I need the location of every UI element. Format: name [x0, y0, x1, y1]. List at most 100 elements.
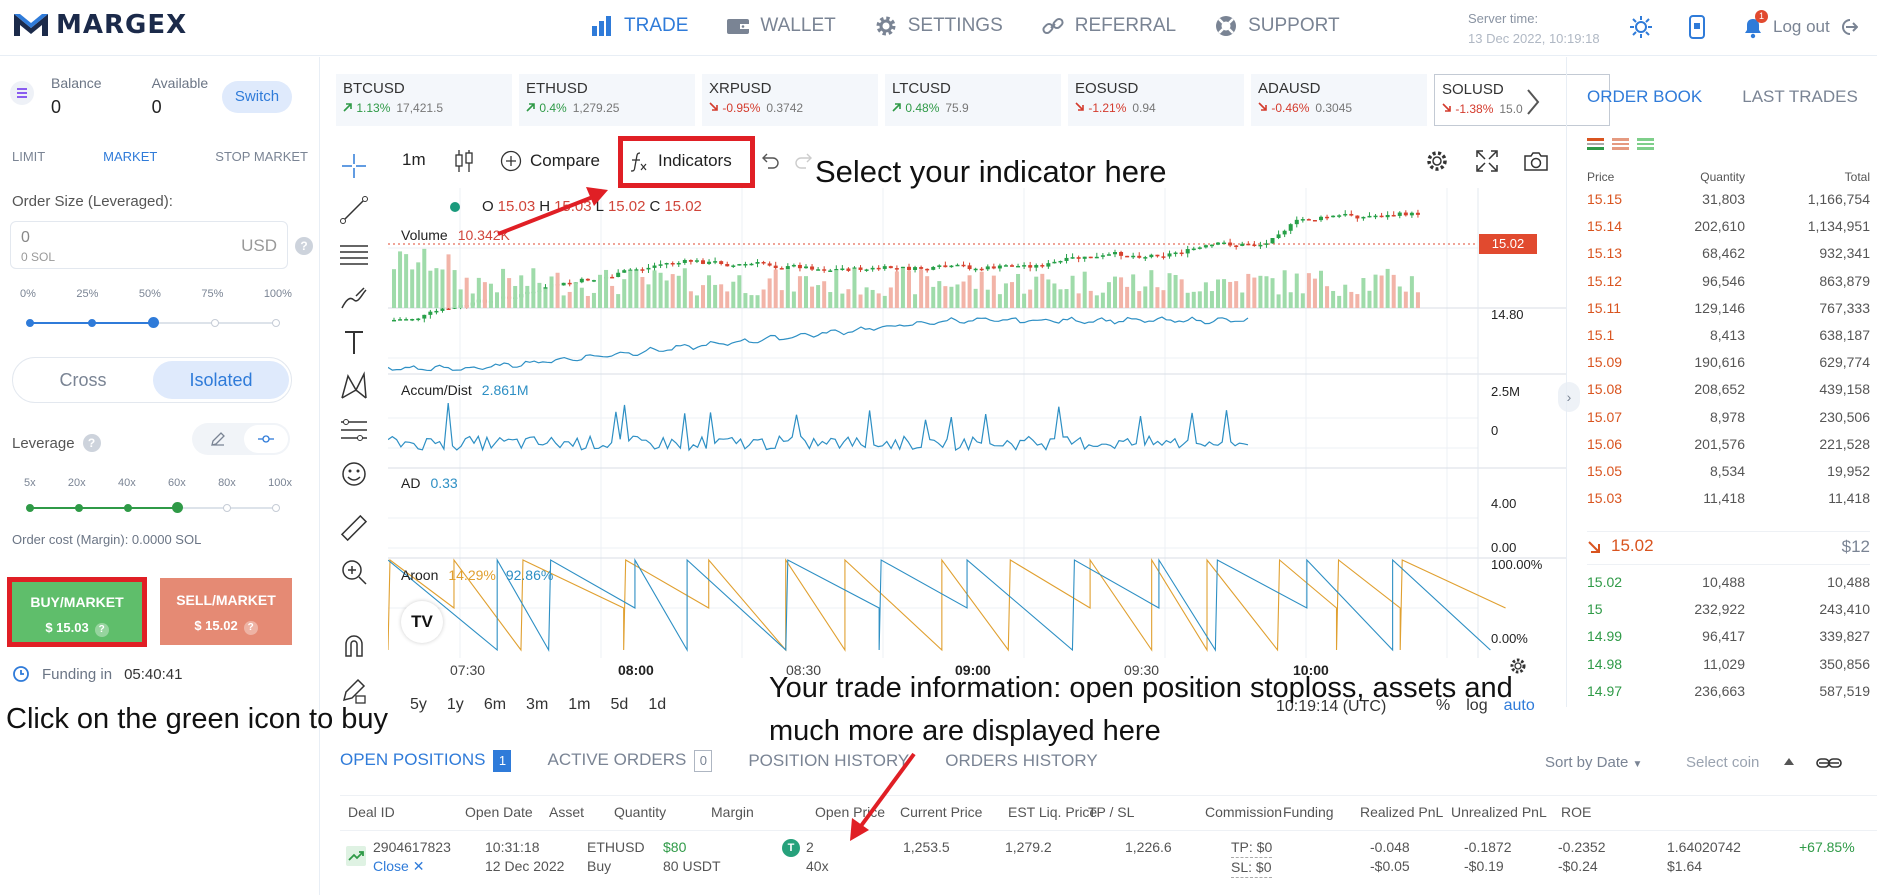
ticker-eosusd[interactable]: EOSUSD -1.21% 0.94 — [1068, 74, 1244, 126]
orderbook-row[interactable]: 15.08 208,652 439,158 — [1587, 381, 1870, 398]
buy-help-icon[interactable]: ? — [94, 623, 109, 637]
tradingview-logo[interactable]: TV — [401, 601, 443, 643]
timeframe-button[interactable]: 1m — [402, 150, 426, 169]
logout-button[interactable]: Log out — [1773, 17, 1858, 37]
compare-button[interactable]: Compare — [500, 150, 600, 172]
cross-button[interactable]: Cross — [59, 370, 107, 390]
column-header[interactable]: TP / SL — [1088, 804, 1135, 820]
column-header[interactable]: ROE — [1561, 804, 1592, 820]
ticker-adausd[interactable]: ADAUSD -0.46% 0.3045 — [1251, 74, 1427, 126]
orderbook-row[interactable]: 14.98 11,029 350,856 — [1587, 655, 1870, 672]
select-coin-dropdown[interactable]: Select coin — [1686, 754, 1760, 771]
slider-stop[interactable] — [272, 504, 280, 512]
trend-line-icon[interactable] — [338, 194, 370, 226]
tab-market[interactable]: MARKET — [103, 149, 158, 164]
orderbook-row[interactable]: 14.99 96,417 339,827 — [1587, 628, 1870, 645]
slider-stop[interactable] — [75, 504, 84, 512]
sell-market-button[interactable]: SELL/MARKET $ 15.02? — [160, 578, 292, 645]
column-header[interactable]: Open Date — [465, 804, 533, 820]
fullscreen-icon[interactable] — [1474, 148, 1500, 174]
slider-stop[interactable] — [124, 504, 133, 512]
axis-settings-icon[interactable] — [1508, 656, 1528, 676]
ticker-ethusd[interactable]: ETHUSD 0.4% 1,279.25 — [519, 74, 695, 126]
slider-stop[interactable] — [147, 317, 159, 328]
sell-help-icon[interactable]: ? — [243, 621, 258, 635]
prediction-tool-icon[interactable] — [338, 414, 370, 446]
column-header[interactable]: Realized PnL — [1360, 804, 1444, 820]
close-position-button[interactable]: Close ✕ — [373, 858, 425, 874]
slider-stop[interactable] — [172, 502, 184, 513]
fib-lines-icon[interactable] — [338, 238, 370, 270]
nav-trade[interactable]: TRADE — [590, 14, 688, 38]
brush-icon[interactable] — [338, 282, 370, 314]
slider-mode-button[interactable] — [244, 425, 288, 453]
orderbook-row[interactable]: 15.1 8,413 638,187 — [1587, 326, 1870, 343]
theme-sun-icon[interactable] — [1628, 14, 1654, 40]
column-header[interactable]: EST Liq. Price — [1008, 804, 1098, 820]
pencil-icon[interactable] — [210, 431, 226, 447]
lock-drawing-icon[interactable] — [338, 674, 370, 706]
pattern-tool-icon[interactable] — [338, 370, 370, 402]
sort-by-dropdown[interactable]: Sort by Date ▼ — [1545, 754, 1643, 771]
ruler-icon[interactable] — [338, 512, 370, 544]
leverage-help-icon[interactable]: ? — [82, 434, 101, 452]
slider-stop[interactable] — [210, 319, 219, 327]
price-chart[interactable]: O 15.03 H 15.03 L 15.02 C 15.02 Volume 10.342… — [388, 188, 1566, 698]
slider-stop[interactable] — [26, 319, 34, 327]
tab-position-history[interactable]: POSITION HISTORY — [748, 751, 910, 770]
orderbook-row[interactable]: 15.12 96,546 863,879 — [1587, 272, 1870, 289]
collapse-panel-button[interactable]: › — [1558, 382, 1580, 412]
tab-active-orders[interactable]: ACTIVE ORDERS 0 — [547, 750, 713, 772]
orderbook-row[interactable]: 15.07 8,978 230,506 — [1587, 408, 1870, 425]
buy-market-button[interactable]: BUY/MARKET $ 15.03? — [7, 577, 147, 647]
emoji-icon[interactable] — [338, 458, 370, 490]
slider-stop[interactable] — [26, 504, 34, 512]
ticker-ltcusd[interactable]: LTCUSD 0.48% 75.9 — [885, 74, 1061, 126]
orderbook-row[interactable]: 15.05 8,534 19,952 — [1587, 462, 1870, 479]
leverage-slider[interactable] — [26, 502, 280, 513]
column-header[interactable]: Quantity — [614, 804, 667, 820]
orderbook-row[interactable]: 15.15 31,803 1,166,754 — [1587, 191, 1870, 207]
nav-support[interactable]: SUPPORT — [1214, 14, 1340, 38]
leverage-mode-toggle[interactable] — [192, 423, 290, 455]
orderbook-row[interactable]: 15.13 68,462 932,341 — [1587, 245, 1870, 262]
text-tool-icon[interactable] — [338, 326, 370, 358]
notification-bell-icon[interactable]: 1 — [1740, 10, 1768, 40]
slider-stop[interactable] — [272, 319, 280, 327]
orderbook-row[interactable]: 15.06 201,576 221,528 — [1587, 435, 1870, 452]
column-header[interactable]: Open Price — [815, 804, 886, 820]
redo-icon[interactable] — [794, 152, 814, 170]
orderbook-row[interactable]: 14.97 236,663 587,519 — [1587, 682, 1870, 699]
crosshair-icon[interactable] — [338, 150, 370, 182]
orderbook-row[interactable]: 15 232,922 243,410 — [1587, 601, 1870, 618]
chain-link-icon[interactable] — [1816, 754, 1842, 772]
mobile-app-icon[interactable] — [1684, 14, 1710, 40]
candle-type-icon[interactable] — [453, 148, 475, 174]
orderbook-row[interactable]: 15.09 190,616 629,774 — [1587, 354, 1870, 371]
view-both-icon[interactable] — [1587, 137, 1604, 151]
chart-settings-icon[interactable] — [1424, 148, 1450, 174]
nav-settings[interactable]: SETTINGS — [874, 14, 1003, 38]
column-header[interactable]: Margin — [711, 804, 754, 820]
magnet-icon[interactable] — [338, 630, 370, 662]
column-header[interactable]: Unrealized PnL — [1451, 804, 1547, 820]
view-bids-icon[interactable] — [1637, 137, 1654, 151]
order-size-help-icon[interactable]: ? — [295, 237, 313, 255]
zoom-in-icon[interactable] — [338, 556, 370, 588]
column-header[interactable]: Current Price — [900, 804, 983, 820]
slider-stop[interactable] — [222, 504, 231, 512]
tab-order-book[interactable]: ORDER BOOK — [1587, 87, 1703, 106]
tab-limit[interactable]: LIMIT — [12, 149, 46, 164]
tab-open-positions[interactable]: OPEN POSITIONS 1 — [340, 750, 512, 772]
column-header[interactable]: Deal ID — [348, 804, 395, 820]
column-header[interactable]: Commission — [1205, 804, 1283, 820]
order-size-input[interactable]: 0 0 SOL USD — [10, 221, 288, 269]
ticker-solusd[interactable]: SOLUSD -1.38% 15.0 — [1434, 74, 1610, 126]
indicators-button[interactable]: Indicators — [628, 150, 732, 172]
ticker-next-icon[interactable] — [1520, 82, 1546, 122]
nav-wallet[interactable]: WALLET — [726, 14, 836, 38]
tab-orders-history[interactable]: ORDERS HISTORY — [945, 751, 1098, 770]
sort-arrow-icon[interactable] — [1784, 758, 1794, 765]
orderbook-row[interactable]: 15.14 202,610 1,134,951 — [1587, 218, 1870, 235]
undo-icon[interactable] — [760, 152, 780, 170]
